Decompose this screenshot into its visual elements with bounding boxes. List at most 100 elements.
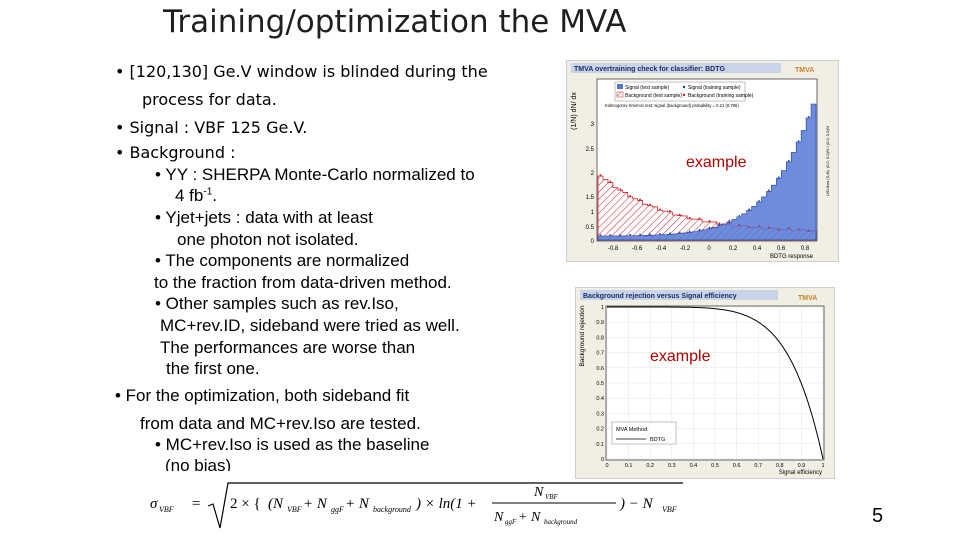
example-watermark-bottom: example bbox=[650, 348, 711, 365]
roc-yticks: 1 0.9 0.8 0.7 0.6 0.5 0.4 0.3 0.2 0.1 0 bbox=[596, 305, 604, 463]
roc-xtick-label: 0.6 bbox=[733, 463, 741, 469]
bkg-train-point bbox=[619, 188, 622, 191]
roc-curve-bdtg bbox=[607, 306, 824, 460]
formula-sub-ggf: ggF bbox=[331, 505, 344, 514]
signal-train-point bbox=[639, 233, 642, 236]
roc-xtick-label: 0.8 bbox=[776, 463, 784, 469]
roc-xtick-label: 1 bbox=[821, 463, 824, 469]
page-number: 5 bbox=[872, 505, 884, 527]
roc-ytick-label: 0.8 bbox=[596, 335, 604, 341]
formula-sqrt-sign bbox=[207, 482, 683, 529]
formula-numerator: N bbox=[533, 485, 544, 500]
ytick-1: 1 bbox=[591, 210, 595, 216]
bkg-train-point bbox=[659, 208, 661, 211]
bkg-train-point bbox=[678, 213, 681, 216]
ytick-2: 2 bbox=[591, 171, 595, 177]
bkg-train-point bbox=[609, 180, 612, 183]
roc-ytick-label: 0 bbox=[601, 457, 604, 463]
signal-train-point bbox=[698, 228, 701, 231]
overtraining-header: TMVA overtraining check for classifier: … bbox=[574, 66, 725, 73]
roc-xtick-label: 0.5 bbox=[711, 463, 719, 469]
legend-bkg-test: Background (test sample) bbox=[625, 93, 682, 99]
formula-sigma: σ bbox=[150, 496, 158, 512]
bkg-train-point bbox=[629, 194, 632, 197]
roc-xlabel: Signal efficiency bbox=[779, 470, 822, 476]
signal-train-point bbox=[619, 233, 622, 236]
roc-xtick-label: 0 bbox=[605, 463, 608, 469]
formula-sigma-sub: VBF bbox=[159, 505, 174, 514]
overtraining-xlabel: BDTG response bbox=[770, 254, 814, 260]
bullet-blind-window-cont: process for data. bbox=[142, 90, 277, 109]
bkg-train-point bbox=[708, 220, 711, 222]
formula-sqrt-lead: 2 × { bbox=[230, 496, 261, 512]
formula-sub-bkg: background bbox=[373, 505, 412, 514]
signal-train-point bbox=[659, 232, 661, 235]
formula-numerator-sub: VBF bbox=[545, 493, 559, 501]
bullet-blind-window: • [120,130] Ge.V window is blinded durin… bbox=[115, 62, 488, 81]
significance-formula: σ VBF = 2 × { (N VBF + N ggF + N backgro… bbox=[148, 478, 688, 534]
bkg-train-point bbox=[797, 228, 800, 231]
ytick-2-5: 2.5 bbox=[586, 147, 595, 153]
signal-train-point bbox=[599, 234, 602, 236]
bkg-train-point bbox=[738, 224, 741, 226]
roc-ytick-label: 1 bbox=[601, 305, 604, 311]
roc-xtick-label: 0.9 bbox=[798, 463, 806, 469]
ytick-0: 0 bbox=[591, 239, 595, 245]
roc-ytick-label: 0.4 bbox=[596, 396, 604, 402]
roc-legend-item: BDTG bbox=[650, 437, 665, 443]
bkg-train-point bbox=[807, 229, 810, 232]
roc-ytick-label: 0.3 bbox=[596, 411, 604, 417]
sub-bullet-normalized-cont: to the fraction from data-driven method. bbox=[154, 273, 452, 292]
overflow-text: U/O-flow (S,B): (0.0, 0.0)% / (0.0, 0.0)… bbox=[825, 125, 830, 196]
formula-term-nggf: + N bbox=[303, 496, 328, 512]
bkg-train-point bbox=[768, 226, 770, 229]
signal-train-point bbox=[668, 232, 671, 235]
roc-header: Background rejection versus Signal effic… bbox=[583, 293, 737, 300]
roc-xtick-label: 0.2 bbox=[646, 463, 654, 469]
xtick-08: 0.8 bbox=[801, 246, 810, 252]
signal-train-point bbox=[807, 115, 810, 118]
bkg-train-point bbox=[777, 228, 780, 230]
ytick-1-5: 1.5 bbox=[586, 195, 595, 201]
sub-bullet-other-samples-cont3: the first one. bbox=[166, 359, 260, 378]
roc-ytick-label: 0.7 bbox=[596, 351, 604, 357]
formula-denominator-sub2: background bbox=[544, 518, 578, 526]
formula-tail-sub: VBF bbox=[662, 505, 677, 514]
overtraining-plot: TMVA overtraining check for classifier: … bbox=[566, 60, 839, 262]
bullet-optimization: • For the optimization, both sideband fi… bbox=[115, 386, 410, 405]
roc-ylabel: Background rejection bbox=[579, 305, 586, 366]
signal-train-point bbox=[649, 233, 651, 236]
example-watermark-top: example bbox=[686, 154, 747, 171]
tmva-logo-bottom: TMVA bbox=[798, 295, 817, 302]
sub-bullet-baseline-cont: (no bias) bbox=[165, 456, 232, 471]
signal-train-point bbox=[758, 200, 760, 202]
sub-bullet-baseline: • MC+rev.Iso is used as the baseline bbox=[155, 435, 430, 454]
overtraining-histograms bbox=[597, 103, 817, 241]
bkg-train-point bbox=[758, 225, 760, 227]
legend-swatch-bkg-test bbox=[616, 91, 624, 98]
roc-xtick-label: 0.3 bbox=[668, 463, 676, 469]
roc-ytick-label: 0.6 bbox=[596, 366, 604, 372]
signal-train-point bbox=[748, 208, 751, 211]
roc-xtick-label: 0.1 bbox=[625, 463, 633, 469]
signal-train-point bbox=[768, 189, 770, 192]
bullet-optimization-cont: from data and MC+rev.Iso are tested. bbox=[140, 414, 421, 433]
bullet-signal: • Signal : VBF 125 Ge.V. bbox=[115, 118, 308, 137]
xtick-m04: -0.4 bbox=[656, 246, 667, 252]
legend-marker-signal-train bbox=[682, 85, 686, 89]
bkg-train-point bbox=[698, 217, 701, 220]
signal-train-point bbox=[728, 220, 731, 222]
roc-ytick-label: 0.9 bbox=[596, 320, 604, 326]
roc-xtick-label: 0.7 bbox=[754, 463, 762, 469]
formula-times-ln: ) × ln(1 + bbox=[415, 496, 477, 512]
xtick-0: 0 bbox=[707, 246, 711, 252]
formula-term-nbkg: + N bbox=[345, 496, 370, 512]
xtick-m02: -0.2 bbox=[680, 246, 691, 252]
xtick-m08: -0.8 bbox=[608, 246, 619, 252]
ks-test-text: Kolmogorov-Smirnov test: signal (backgro… bbox=[605, 103, 739, 108]
signal-train-point bbox=[688, 230, 691, 233]
bkg-train-point bbox=[787, 227, 790, 229]
formula-denominator-n2: + N bbox=[518, 510, 541, 525]
bkg-train-point bbox=[599, 174, 602, 176]
roc-legend-title: MVA Method: bbox=[616, 427, 649, 433]
